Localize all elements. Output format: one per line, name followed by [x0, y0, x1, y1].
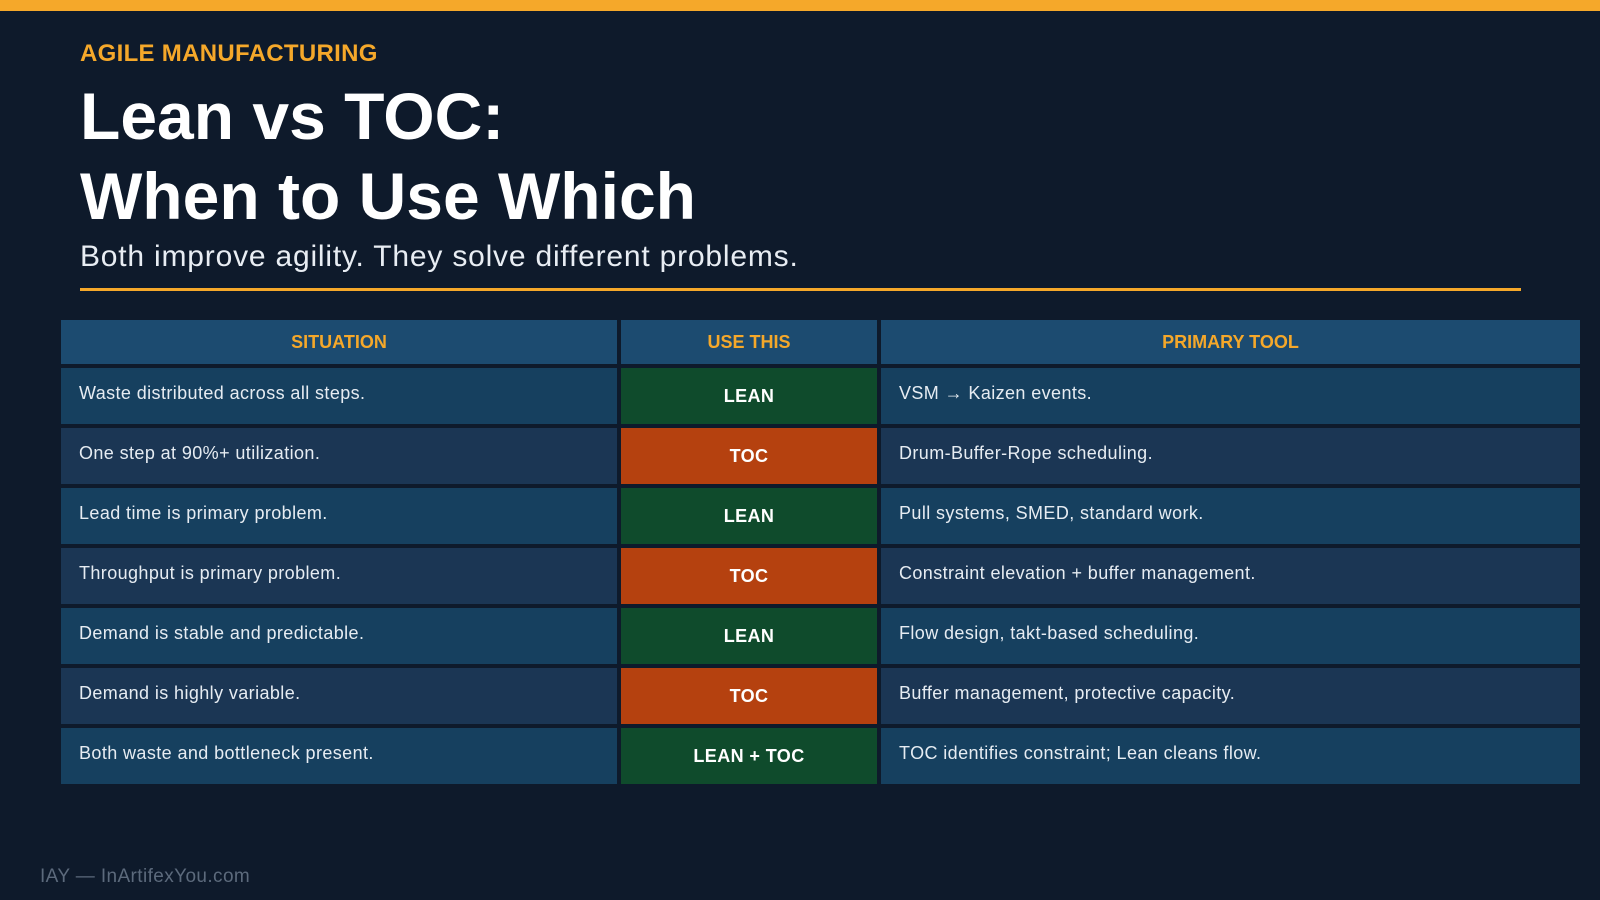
- table-row: Lead time is primary problem. LEAN Pull …: [61, 488, 1580, 544]
- title-line-1: Lean vs TOC:: [80, 79, 505, 153]
- comparison-table: SITUATION USE THIS PRIMARY TOOL Waste di…: [57, 316, 1584, 788]
- tool-cell: Flow design, takt-based scheduling.: [881, 608, 1580, 664]
- header-use-this: USE THIS: [621, 320, 877, 364]
- section-kicker: AGILE MANUFACTURING: [80, 40, 378, 67]
- table-row: Both waste and bottleneck present. LEAN …: [61, 728, 1580, 784]
- table-row: Waste distributed across all steps. LEAN…: [61, 368, 1580, 424]
- table-row: Demand is highly variable. TOC Buffer ma…: [61, 668, 1580, 724]
- use-badge-lean: LEAN: [621, 608, 877, 664]
- footer-credit: IAY — InArtifexYou.com: [40, 866, 251, 887]
- table-row: Demand is stable and predictable. LEAN F…: [61, 608, 1580, 664]
- use-badge-lean: LEAN: [621, 368, 877, 424]
- situation-cell: Lead time is primary problem.: [61, 488, 617, 544]
- tool-cell: Drum-Buffer-Rope scheduling.: [881, 428, 1580, 484]
- use-badge-lean: LEAN: [621, 488, 877, 544]
- page-subtitle: Both improve agility. They solve differe…: [80, 240, 799, 273]
- table-row: One step at 90%+ utilization. TOC Drum-B…: [61, 428, 1580, 484]
- situation-cell: Demand is stable and predictable.: [61, 608, 617, 664]
- header-situation: SITUATION: [61, 320, 617, 364]
- situation-cell: Both waste and bottleneck present.: [61, 728, 617, 784]
- use-badge-toc: TOC: [621, 428, 877, 484]
- use-badge-toc: TOC: [621, 668, 877, 724]
- tool-cell: Constraint elevation + buffer management…: [881, 548, 1580, 604]
- tool-cell: Pull systems, SMED, standard work.: [881, 488, 1580, 544]
- tool-cell: VSM → Kaizen events.: [881, 368, 1580, 424]
- header-primary-tool: PRIMARY TOOL: [881, 320, 1580, 364]
- use-badge-lean-toc: LEAN + TOC: [621, 728, 877, 784]
- divider-rule: [80, 288, 1521, 291]
- use-badge-toc: TOC: [621, 548, 877, 604]
- page-title: Lean vs TOC: When to Use Which: [80, 76, 696, 236]
- table-row: Throughput is primary problem. TOC Const…: [61, 548, 1580, 604]
- situation-cell: Waste distributed across all steps.: [61, 368, 617, 424]
- tool-cell: Buffer management, protective capacity.: [881, 668, 1580, 724]
- tool-cell: TOC identifies constraint; Lean cleans f…: [881, 728, 1580, 784]
- title-line-2: When to Use Which: [80, 159, 696, 233]
- situation-cell: Demand is highly variable.: [61, 668, 617, 724]
- top-accent-bar: [0, 0, 1600, 11]
- situation-cell: One step at 90%+ utilization.: [61, 428, 617, 484]
- situation-cell: Throughput is primary problem.: [61, 548, 617, 604]
- table-header-row: SITUATION USE THIS PRIMARY TOOL: [61, 320, 1580, 364]
